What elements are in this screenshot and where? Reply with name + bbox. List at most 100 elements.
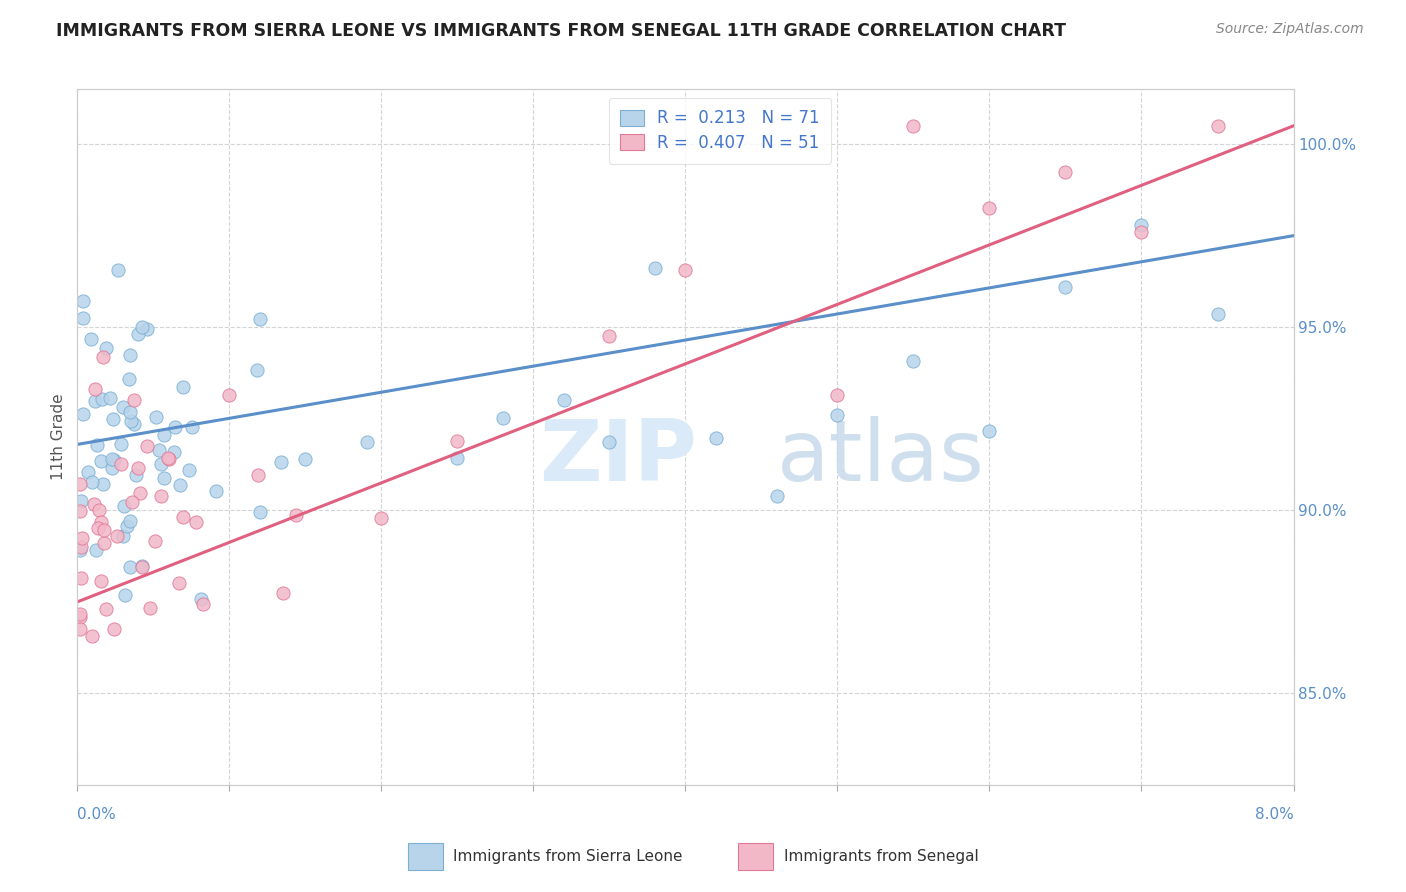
Point: [177, 463, 200, 477]
Point: [72, 293, 94, 308]
Point: [675, 263, 697, 277]
Point: [446, 450, 468, 465]
Point: [69, 610, 91, 624]
Point: [128, 486, 150, 500]
Point: [903, 119, 925, 133]
Point: [1206, 307, 1229, 321]
Point: [131, 319, 153, 334]
Point: [120, 414, 142, 428]
Point: [181, 419, 204, 434]
Bar: [738, 843, 773, 870]
Y-axis label: 11th Grade: 11th Grade: [51, 393, 66, 481]
Point: [827, 408, 849, 422]
Point: [69, 494, 91, 508]
Point: [356, 434, 378, 449]
Point: [765, 489, 787, 503]
Point: [69, 476, 91, 491]
Point: [190, 591, 212, 606]
Point: [553, 392, 575, 407]
Point: [122, 417, 145, 431]
Point: [112, 401, 135, 415]
Point: [218, 387, 240, 401]
Point: [157, 451, 180, 466]
Point: [172, 509, 194, 524]
Point: [249, 505, 271, 519]
Point: [90, 392, 112, 407]
Point: [246, 363, 269, 377]
Text: 8.0%: 8.0%: [1254, 807, 1294, 822]
Text: Immigrants from Sierra Leone: Immigrants from Sierra Leone: [453, 849, 683, 863]
Point: [69, 503, 91, 517]
Point: [271, 586, 294, 600]
Point: [145, 410, 167, 425]
Point: [69, 607, 91, 621]
Point: [247, 468, 270, 483]
Point: [105, 529, 128, 543]
Point: [127, 461, 149, 475]
Point: [1054, 280, 1077, 294]
Point: [121, 494, 143, 508]
Point: [270, 455, 292, 469]
Point: [704, 432, 727, 446]
Text: ZIP: ZIP: [540, 417, 697, 500]
Text: IMMIGRANTS FROM SIERRA LEONE VS IMMIGRANTS FROM SENEGAL 11TH GRADE CORRELATION C: IMMIGRANTS FROM SIERRA LEONE VS IMMIGRAN…: [56, 22, 1066, 40]
Point: [118, 405, 141, 419]
Point: [86, 438, 108, 452]
Point: [136, 322, 159, 336]
Point: [101, 412, 124, 426]
Point: [370, 510, 392, 524]
Point: [167, 575, 190, 590]
Point: [124, 393, 146, 408]
Point: [1130, 225, 1153, 239]
Point: [91, 350, 114, 364]
Point: [598, 329, 620, 343]
Point: [83, 497, 105, 511]
Point: [93, 524, 115, 538]
Point: [90, 515, 112, 529]
Point: [163, 444, 186, 458]
Point: [77, 465, 100, 479]
Point: [163, 419, 186, 434]
Point: [120, 514, 142, 528]
Point: [169, 477, 191, 491]
Point: [131, 559, 153, 574]
Point: [103, 622, 125, 636]
Point: [93, 536, 115, 550]
Point: [294, 452, 316, 467]
Bar: [408, 843, 443, 870]
Point: [72, 408, 94, 422]
Point: [112, 529, 135, 543]
Point: [285, 508, 308, 522]
Point: [598, 434, 620, 449]
Point: [827, 388, 849, 402]
Point: [94, 602, 117, 616]
Point: [90, 454, 112, 468]
Point: [131, 559, 153, 574]
Point: [84, 543, 107, 558]
Point: [143, 533, 166, 548]
Point: [70, 570, 93, 584]
Point: [149, 489, 172, 503]
Point: [150, 457, 173, 471]
Point: [1130, 218, 1153, 232]
Point: [979, 424, 1001, 438]
Point: [153, 428, 176, 442]
Point: [118, 348, 141, 362]
Point: [903, 353, 925, 368]
Point: [135, 439, 157, 453]
Point: [148, 442, 170, 457]
Text: Immigrants from Senegal: Immigrants from Senegal: [785, 849, 979, 863]
Point: [172, 380, 194, 394]
Legend: R =  0.213   N = 71, R =  0.407   N = 51: R = 0.213 N = 71, R = 0.407 N = 51: [609, 97, 831, 163]
Point: [110, 436, 132, 450]
Point: [90, 574, 112, 588]
Point: [100, 391, 122, 405]
Point: [87, 503, 110, 517]
Point: [152, 471, 174, 485]
Point: [94, 342, 117, 356]
Point: [117, 372, 139, 386]
Point: [446, 434, 468, 449]
Point: [110, 457, 132, 471]
Point: [139, 600, 162, 615]
Point: [115, 518, 138, 533]
